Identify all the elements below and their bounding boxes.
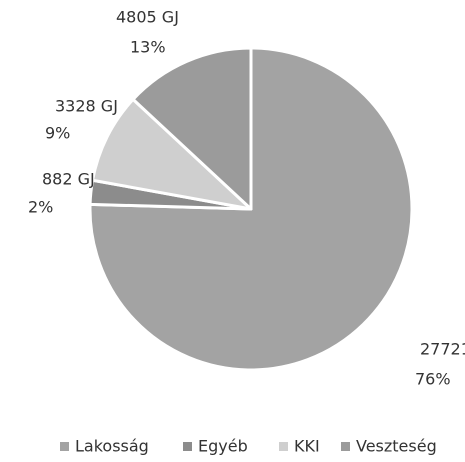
share-label: 2% (28, 198, 53, 217)
legend-label: Lakosság (75, 437, 149, 456)
value-label: 27721 GJ (420, 340, 465, 359)
pie-slice (131, 46, 253, 211)
legend-marker (279, 442, 288, 451)
share-label: 9% (45, 124, 70, 143)
legend-label: Veszteség (356, 437, 437, 456)
value-label: 4805 GJ (116, 8, 179, 27)
pie-slice (91, 97, 253, 211)
value-label: 3328 GJ (55, 97, 118, 116)
legend-label: KKI (294, 437, 320, 456)
share-label: 13% (130, 38, 166, 57)
share-label: 76% (415, 370, 451, 389)
legend-marker (341, 442, 350, 451)
value-label: 882 GJ (42, 170, 95, 189)
legend-marker (60, 442, 69, 451)
legend-label: Egyéb (198, 437, 248, 456)
legend-marker (183, 442, 192, 451)
